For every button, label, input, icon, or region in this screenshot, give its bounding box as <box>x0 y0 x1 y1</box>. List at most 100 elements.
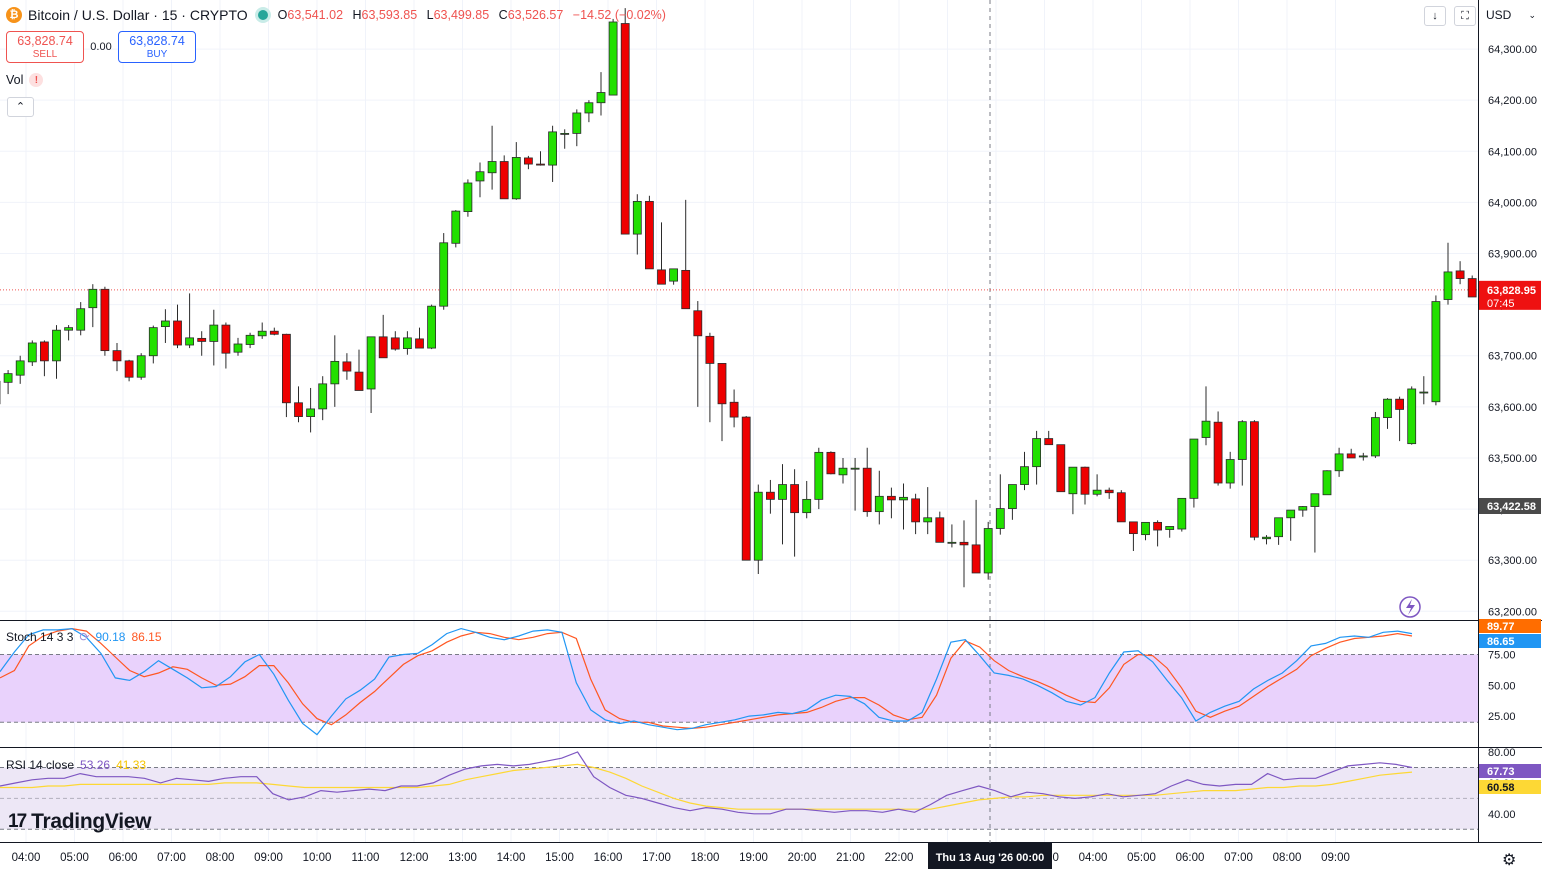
time-tick-label: 11:00 <box>352 852 380 864</box>
candle <box>741 416 751 561</box>
warning-icon[interactable]: ! <box>29 73 44 87</box>
lightning-bolt <box>1406 599 1415 615</box>
candle-body <box>826 451 836 475</box>
chevron-up-icon: ⌃ <box>15 101 26 113</box>
candle-body <box>971 544 981 574</box>
candle <box>911 493 920 535</box>
candle-body <box>1104 489 1114 494</box>
currency-label: USD <box>1486 8 1512 22</box>
rsi-badge: 67.73 <box>1487 766 1515 778</box>
candle-body <box>88 288 98 309</box>
candle-body <box>705 335 715 364</box>
candle-body <box>620 23 630 235</box>
rsi-ma-value: 41.33 <box>116 758 147 772</box>
candle-body <box>499 161 509 200</box>
stoch-tick-label: 25.00 <box>1488 711 1516 723</box>
candle-body <box>983 528 993 574</box>
time-tick-label: 22:00 <box>885 852 914 864</box>
buy-button[interactable]: 63,828.74 BUY <box>118 31 196 63</box>
candle-body <box>572 112 582 134</box>
candle <box>185 293 195 349</box>
download-arrow-icon[interactable]: ↓ <box>1424 6 1446 26</box>
candle <box>415 327 424 349</box>
candle-body <box>1213 421 1223 484</box>
candle <box>330 335 340 407</box>
tradingview-logo[interactable]: 17 TradingView <box>8 810 151 834</box>
candle-body <box>427 305 437 349</box>
stoch-d-value: 86.15 <box>131 630 162 644</box>
candle <box>693 301 703 407</box>
price-tick-label: 63,200.00 <box>1488 606 1537 618</box>
refresh-icon[interactable]: ⟳ <box>79 630 90 644</box>
candle <box>874 470 884 525</box>
candle-body <box>281 333 291 404</box>
stoch-k-badge: 86.65 <box>1487 636 1515 648</box>
rsi-legend: RSI 14 close 53.26 41.33 <box>6 758 146 772</box>
price-tick-label: 64,300.00 <box>1488 44 1537 56</box>
collapse-legend-button[interactable]: ⌃ <box>7 97 34 117</box>
stoch-d-line <box>0 627 1413 730</box>
candle-body <box>1407 388 1417 445</box>
candle-body <box>1274 517 1283 538</box>
currency-select[interactable]: USD ⌄ <box>1482 4 1540 26</box>
candle <box>148 325 158 364</box>
crosshair-price-badge: 63,422.58 <box>1487 501 1536 513</box>
candle <box>1407 386 1417 445</box>
candle-body <box>911 498 920 523</box>
candle-body <box>342 361 352 372</box>
candle-body <box>1153 521 1162 531</box>
candle-body <box>1020 466 1029 485</box>
candle-body <box>40 341 49 362</box>
candle-body <box>560 133 570 135</box>
candle <box>1116 490 1126 523</box>
candle-body <box>632 200 642 235</box>
rsi-ma-badge-bg <box>1479 780 1541 794</box>
candle-body <box>306 408 316 417</box>
candle-body <box>294 402 303 417</box>
candle <box>1092 474 1102 497</box>
candle <box>632 194 642 255</box>
candle-body <box>1056 444 1066 493</box>
candle <box>294 386 303 423</box>
time-tick-label: 04:00 <box>1079 852 1108 864</box>
candle-body <box>233 343 243 353</box>
gear-icon[interactable]: ⚙ <box>1502 852 1517 869</box>
candle-body <box>536 163 545 166</box>
countdown-badge: 07:45 <box>1487 298 1515 310</box>
symbol-name[interactable]: Bitcoin / U.S. Dollar · 15 · CRYPTO <box>28 7 248 23</box>
fullscreen-icon[interactable]: ⛶ <box>1454 6 1476 26</box>
logo-text: TradingView <box>31 810 152 833</box>
volume-label[interactable]: Vol <box>6 73 24 87</box>
candle-body <box>221 324 231 354</box>
price-tick-label: 64,100.00 <box>1488 146 1537 158</box>
candle <box>1201 386 1211 446</box>
candle-body <box>160 320 170 328</box>
time-tick-label: 16:00 <box>594 852 623 864</box>
candle <box>536 151 545 166</box>
crosshair-price-badge-bg <box>1479 498 1541 514</box>
candle-body <box>524 157 533 165</box>
candle <box>838 457 848 484</box>
candle <box>27 340 37 366</box>
candles <box>0 8 1477 588</box>
sell-button[interactable]: 63,828.74 SELL <box>6 31 84 63</box>
candle-body <box>1262 536 1271 540</box>
candle-body <box>899 496 908 501</box>
candle-body <box>923 517 933 523</box>
price-tick-label: 63,300.00 <box>1488 555 1537 567</box>
lightning-icon <box>1399 596 1421 618</box>
candle <box>40 340 49 377</box>
rsi-label[interactable]: RSI 14 close <box>6 758 75 772</box>
stoch-label[interactable]: Stoch 14 3 3 <box>6 630 74 644</box>
candle <box>402 331 412 355</box>
candle-body <box>1116 492 1126 523</box>
rsi-badge-bg <box>1479 764 1541 778</box>
candle <box>1080 466 1090 505</box>
candle <box>378 314 388 359</box>
candle <box>366 336 376 413</box>
candle <box>862 447 872 517</box>
time-tick-label: 04:00 <box>12 852 41 864</box>
candle <box>657 222 666 285</box>
candle-body <box>753 491 763 561</box>
